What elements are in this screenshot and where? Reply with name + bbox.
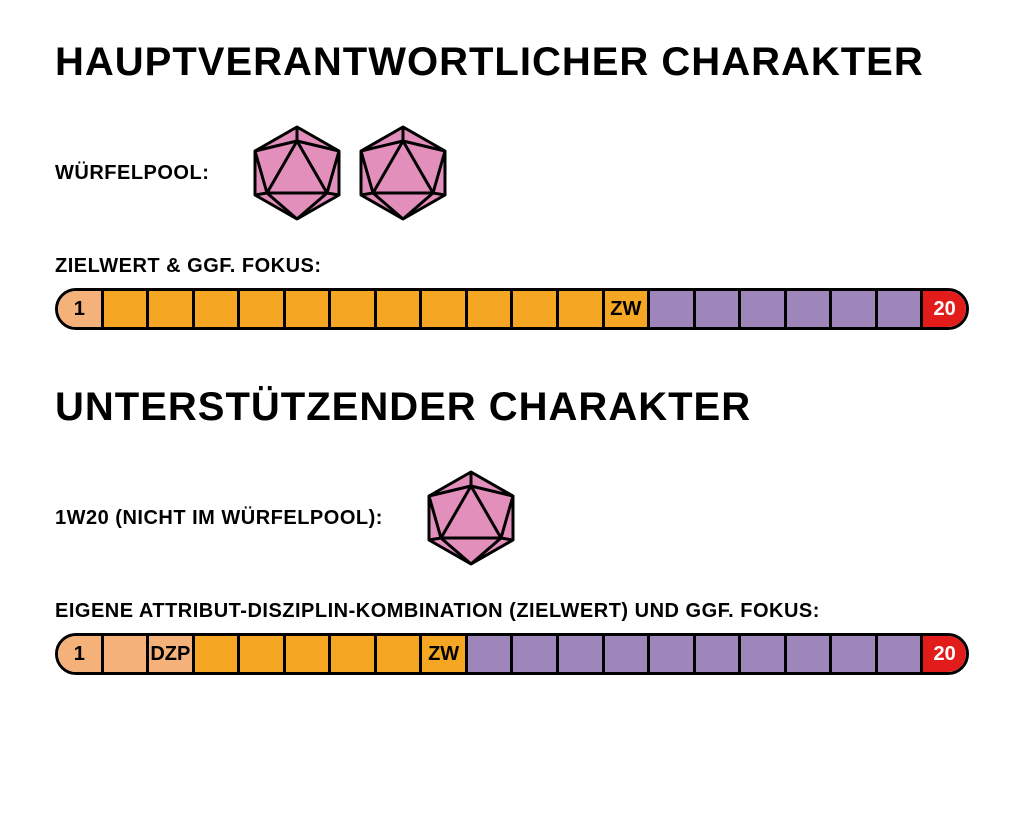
bar-cell bbox=[104, 636, 150, 672]
d20-icon bbox=[247, 123, 347, 223]
dice-row: 1W20 (NICHT IM WÜRFELPOOL): bbox=[55, 468, 969, 568]
dice-label: WÜRFELPOOL: bbox=[55, 162, 209, 185]
bar-cell bbox=[832, 291, 878, 327]
bar-cell: ZW bbox=[605, 291, 651, 327]
dice-group bbox=[421, 468, 521, 568]
bar-cell: 20 bbox=[923, 636, 966, 672]
bar-cell bbox=[650, 636, 696, 672]
bar-cell: 1 bbox=[58, 636, 104, 672]
bar-cell bbox=[331, 636, 377, 672]
dice-row: WÜRFELPOOL: bbox=[55, 123, 969, 223]
bar-cell: 1 bbox=[58, 291, 104, 327]
bar-cell bbox=[559, 636, 605, 672]
bar-cell bbox=[331, 291, 377, 327]
bar-cell bbox=[286, 636, 332, 672]
bar-cell bbox=[468, 636, 514, 672]
bar-label: ZIELWERT & GGF. FOKUS: bbox=[55, 255, 969, 278]
bar-label: EIGENE ATTRIBUT-DISZIPLIN-KOMBINATION (Z… bbox=[55, 600, 969, 623]
section-0: HAUPTVERANTWORTLICHER CHARAKTER WÜRFELPOO… bbox=[55, 40, 969, 330]
bar-cell bbox=[513, 291, 559, 327]
bar-cell bbox=[422, 291, 468, 327]
bar-cell bbox=[149, 291, 195, 327]
bar-cell bbox=[787, 636, 833, 672]
bar-cell bbox=[240, 291, 286, 327]
dice-group bbox=[247, 123, 453, 223]
bar-cell bbox=[696, 636, 742, 672]
bar-cell bbox=[832, 636, 878, 672]
section-title: UNTERSTÜTZENDER CHARAKTER bbox=[55, 385, 969, 430]
bar-cell bbox=[195, 636, 241, 672]
bar-cell bbox=[741, 636, 787, 672]
bar-cell bbox=[787, 291, 833, 327]
bar-cell bbox=[513, 636, 559, 672]
dice-label: 1W20 (NICHT IM WÜRFELPOOL): bbox=[55, 507, 383, 530]
bar-cell bbox=[696, 291, 742, 327]
bar-cell bbox=[104, 291, 150, 327]
bar-cell bbox=[286, 291, 332, 327]
bar-cell bbox=[195, 291, 241, 327]
value-bar: 1 ZW 20 bbox=[55, 288, 969, 330]
bar-cell: DZP bbox=[149, 636, 195, 672]
bar-cell bbox=[377, 636, 423, 672]
bar-cell bbox=[650, 291, 696, 327]
bar-cell bbox=[878, 636, 924, 672]
bar-cell bbox=[240, 636, 286, 672]
bar-cell bbox=[377, 291, 423, 327]
value-bar: 1 DZP ZW 20 bbox=[55, 633, 969, 675]
bar-cell bbox=[878, 291, 924, 327]
bar-cell bbox=[468, 291, 514, 327]
d20-icon bbox=[421, 468, 521, 568]
section-1: UNTERSTÜTZENDER CHARAKTER 1W20 (NICHT IM … bbox=[55, 385, 969, 675]
section-title: HAUPTVERANTWORTLICHER CHARAKTER bbox=[55, 40, 969, 85]
d20-icon bbox=[353, 123, 453, 223]
bar-cell bbox=[605, 636, 651, 672]
bar-cell bbox=[741, 291, 787, 327]
bar-cell: 20 bbox=[923, 291, 966, 327]
bar-cell bbox=[559, 291, 605, 327]
bar-cell: ZW bbox=[422, 636, 468, 672]
